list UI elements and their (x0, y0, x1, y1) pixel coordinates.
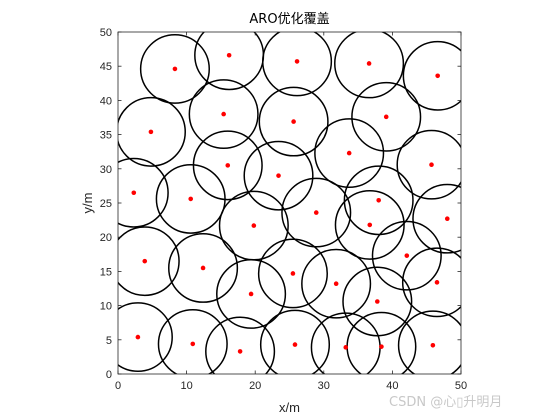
sensor-point-7 (221, 111, 226, 117)
y-tick-label-6: 30 (100, 164, 112, 176)
sensor-point-28 (375, 299, 380, 304)
coverage-circle-10 (314, 118, 385, 189)
sensor-point-11 (225, 163, 231, 168)
y-tick-label-9: 45 (100, 61, 112, 73)
x-tick-label-3: 30 (318, 380, 330, 392)
coverage-circle-25 (301, 248, 372, 319)
x-axis-label: x/m (279, 400, 300, 415)
coverage-circle-31 (205, 316, 276, 374)
sensor-point-6 (148, 129, 154, 135)
sensor-point-14 (276, 173, 281, 178)
sensor-point-25 (333, 281, 339, 287)
coverage-circle-30 (157, 308, 228, 374)
y-tick-label-4: 20 (100, 232, 112, 244)
coverage-circle-21 (118, 226, 180, 297)
coverage-circle-18 (412, 183, 461, 254)
sensor-point-4 (366, 61, 372, 66)
sensor-point-34 (379, 344, 384, 349)
y-axis-label: y/m (80, 193, 95, 214)
sensor-point-18 (444, 216, 450, 222)
sensor-point-29 (135, 334, 141, 340)
x-tick-label-2: 20 (249, 380, 261, 392)
sensor-point-21 (142, 258, 148, 264)
coverage-circle-12 (396, 129, 461, 200)
coverage-circle-32 (259, 309, 331, 374)
coverage-circle-13 (118, 157, 169, 228)
coverage-circle-7 (188, 79, 259, 150)
sensor-point-35 (430, 342, 436, 348)
coverage-circle-28 (342, 266, 413, 337)
coverage-circle-26 (401, 247, 461, 318)
coverage-circles (118, 32, 461, 374)
coverage-circle-9 (351, 81, 422, 152)
y-tick-label-0: 0 (106, 369, 112, 381)
coverage-circle-27 (216, 259, 287, 329)
coverage-circle-1 (139, 33, 210, 104)
coverage-circle-3 (262, 32, 333, 97)
coverage-circle-17 (281, 177, 352, 248)
coverage-circle-4 (334, 32, 405, 99)
sensor-point-32 (292, 342, 298, 347)
sensor-point-24 (290, 271, 296, 276)
coverage-circle-5 (402, 40, 461, 111)
sensor-point-27 (248, 291, 254, 297)
x-tick-label-5: 50 (455, 380, 467, 392)
sensor-point-3 (294, 59, 300, 64)
sensor-point-12 (429, 162, 434, 167)
sensor-point-20 (367, 222, 373, 228)
y-tick-label-2: 10 (100, 301, 112, 313)
sensor-point-17 (313, 210, 319, 215)
sensor-point-8 (291, 119, 296, 124)
x-tick-label-4: 40 (386, 380, 398, 392)
watermark: CSDN @心▯升明月 (389, 395, 503, 410)
x-tick-label-0: 0 (115, 380, 121, 392)
y-axis-ticks: 0 5 10 15 20 25 30 35 40 45 50 (100, 27, 461, 381)
coverage-circle-24 (257, 238, 328, 309)
sensor-point-26 (434, 280, 440, 285)
coverage-circle-8 (258, 86, 329, 157)
sensor-point-13 (131, 190, 137, 196)
sensor-point-33 (343, 345, 349, 350)
y-tick-label-10: 50 (100, 27, 112, 39)
coverage-circle-14 (243, 140, 314, 211)
sensor-point-23 (404, 253, 410, 258)
coverage-circle-23 (371, 220, 442, 291)
sensor-point-22 (200, 265, 206, 271)
coverage-circle-29 (118, 302, 173, 373)
coverage-circle-35 (397, 310, 461, 374)
sensor-points (131, 52, 450, 354)
y-tick-label-5: 25 (100, 198, 112, 210)
sensor-point-5 (435, 73, 440, 79)
sensor-point-15 (188, 196, 194, 202)
coverage-circle-22 (168, 233, 239, 303)
chart-title: ARO优化覆盖 (249, 12, 329, 27)
y-tick-label-7: 35 (100, 130, 112, 142)
sensor-point-10 (346, 150, 352, 156)
y-tick-label-1: 5 (106, 335, 112, 347)
sensor-point-19 (251, 223, 257, 228)
coverage-circle-15 (155, 163, 226, 234)
sensor-point-31 (237, 349, 243, 354)
sensor-point-2 (226, 52, 232, 58)
coverage-circle-6 (118, 96, 186, 167)
plot-area (118, 32, 461, 374)
sensor-point-1 (172, 66, 178, 72)
x-axis-ticks: 0 10 20 30 40 50 (115, 32, 467, 392)
sensor-point-9 (383, 114, 389, 120)
y-tick-label-3: 15 (100, 266, 112, 278)
sensor-point-16 (376, 197, 381, 203)
y-tick-label-8: 40 (100, 95, 112, 107)
coverage-circle-16 (343, 165, 414, 236)
x-tick-label-1: 10 (180, 380, 192, 392)
sensor-point-30 (190, 341, 196, 347)
coverage-circle-20 (334, 189, 405, 260)
